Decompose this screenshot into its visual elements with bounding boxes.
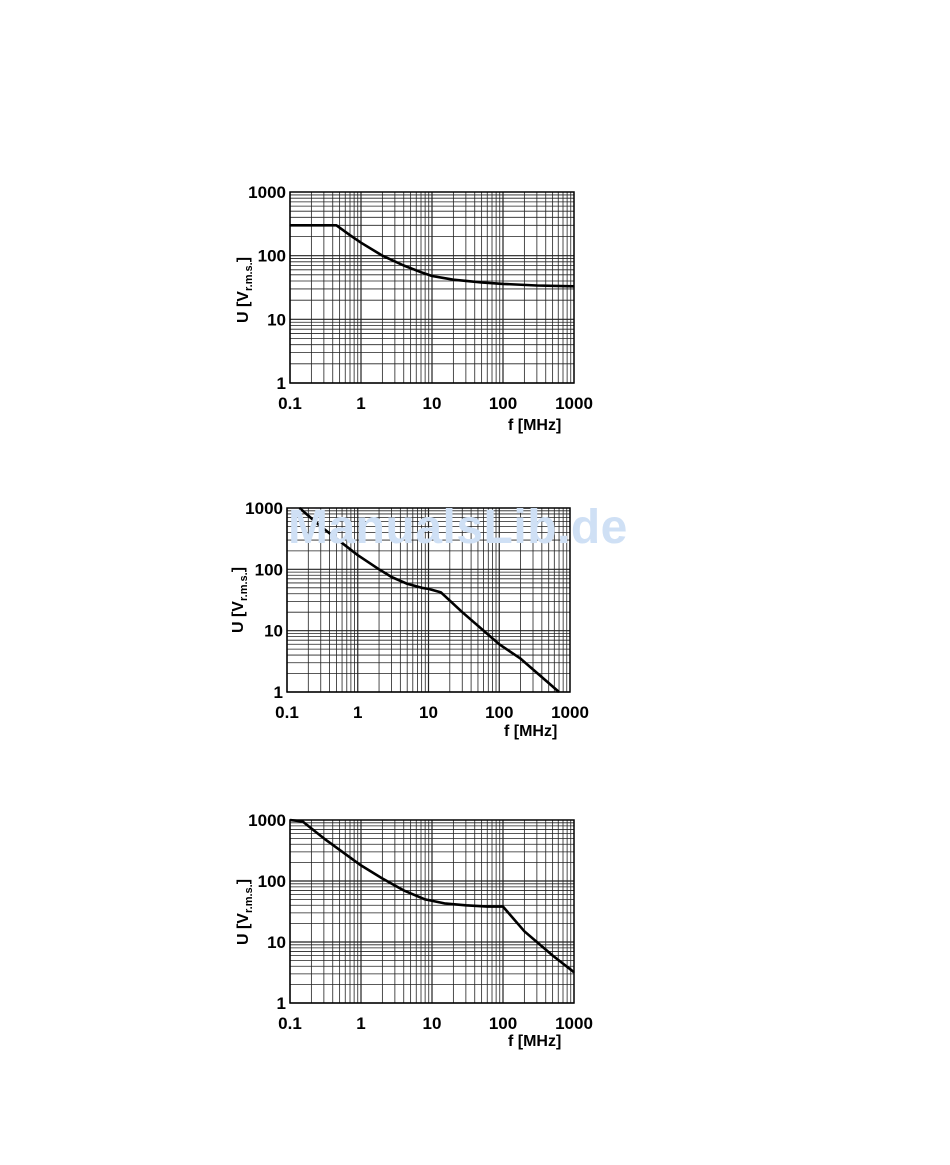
- data-point: [323, 837, 325, 839]
- y-tick-label: 1000: [248, 811, 286, 830]
- data-point: [406, 583, 408, 585]
- y-tick-label: 1: [274, 683, 283, 702]
- data-point: [421, 587, 423, 589]
- data-point: [573, 285, 575, 287]
- data-point: [378, 568, 380, 570]
- x-axis-label: f [MHz]: [508, 1033, 561, 1050]
- x-axis-label: f [MHz]: [508, 417, 561, 434]
- x-tick-label: 0.1: [278, 394, 302, 413]
- data-point: [390, 576, 393, 578]
- x-tick-label: 0.1: [278, 1014, 302, 1033]
- data-point: [335, 224, 337, 226]
- data-point: [523, 930, 525, 932]
- y-axis-label: U [Vr.m.s.]: [235, 879, 255, 945]
- y-axis-label: U [Vr.m.s.]: [235, 257, 255, 323]
- data-point: [403, 889, 405, 892]
- y-tick-label: 100: [258, 872, 286, 891]
- data-point: [502, 906, 504, 908]
- data-point: [502, 283, 504, 285]
- y-tick-label: 1000: [245, 499, 283, 518]
- y-tick-label: 10: [264, 622, 283, 641]
- data-point: [289, 819, 291, 821]
- data-point: [440, 591, 442, 594]
- x-tick-label: 100: [489, 1014, 517, 1033]
- data-point: [536, 284, 538, 287]
- data-point: [381, 877, 383, 880]
- y-tick-label: 10: [267, 310, 286, 329]
- x-tick-label: 1: [353, 703, 362, 722]
- data-point: [320, 525, 322, 528]
- data-point: [519, 658, 522, 660]
- x-tick-label: 10: [423, 394, 442, 413]
- x-tick-label: 0.1: [275, 703, 299, 722]
- x-tick-label: 1000: [551, 703, 589, 722]
- y-tick-label: 1: [277, 994, 286, 1013]
- y-axis-label: U [Vr.m.s.]: [230, 567, 250, 633]
- data-point: [357, 554, 359, 556]
- y-tick-label: 1: [277, 374, 286, 393]
- data-point: [498, 643, 500, 645]
- data-point: [558, 691, 560, 693]
- data-point: [431, 275, 433, 277]
- data-point: [360, 242, 362, 244]
- data-point: [301, 820, 304, 822]
- data-point: [360, 864, 362, 867]
- data-point: [465, 904, 467, 906]
- x-tick-label: 1000: [555, 394, 593, 413]
- data-point: [461, 611, 463, 613]
- plot-frame: [289, 191, 575, 384]
- series-line: [298, 507, 560, 693]
- data-point: [424, 898, 426, 900]
- x-tick-label: 1: [356, 1014, 365, 1033]
- y-tick-label: 100: [255, 560, 283, 579]
- y-tick-label: 10: [267, 933, 286, 952]
- data-point: [486, 906, 488, 908]
- x-tick-label: 1000: [555, 1014, 593, 1033]
- series-line: [289, 818, 575, 974]
- data-point: [403, 264, 405, 267]
- data-point: [420, 271, 422, 273]
- data-point: [427, 588, 430, 590]
- x-tick-label: 100: [485, 703, 513, 722]
- plot-frame: [286, 507, 571, 693]
- x-tick-label: 10: [419, 703, 438, 722]
- data-point: [381, 255, 383, 257]
- y-tick-label: 100: [258, 247, 286, 266]
- data-point: [289, 224, 291, 226]
- x-tick-label: 1: [356, 394, 365, 413]
- y-tick-label: 1000: [248, 183, 286, 202]
- x-tick-label: 100: [489, 394, 517, 413]
- x-axis-label: f [MHz]: [504, 723, 557, 740]
- data-point: [573, 971, 575, 973]
- data-point: [298, 507, 301, 509]
- data-point: [349, 234, 351, 236]
- data-point: [481, 281, 483, 284]
- plot-frame: [289, 819, 575, 1004]
- x-tick-label: 10: [423, 1014, 442, 1033]
- data-point: [443, 902, 446, 904]
- data-point: [552, 954, 554, 957]
- data-point: [452, 279, 454, 281]
